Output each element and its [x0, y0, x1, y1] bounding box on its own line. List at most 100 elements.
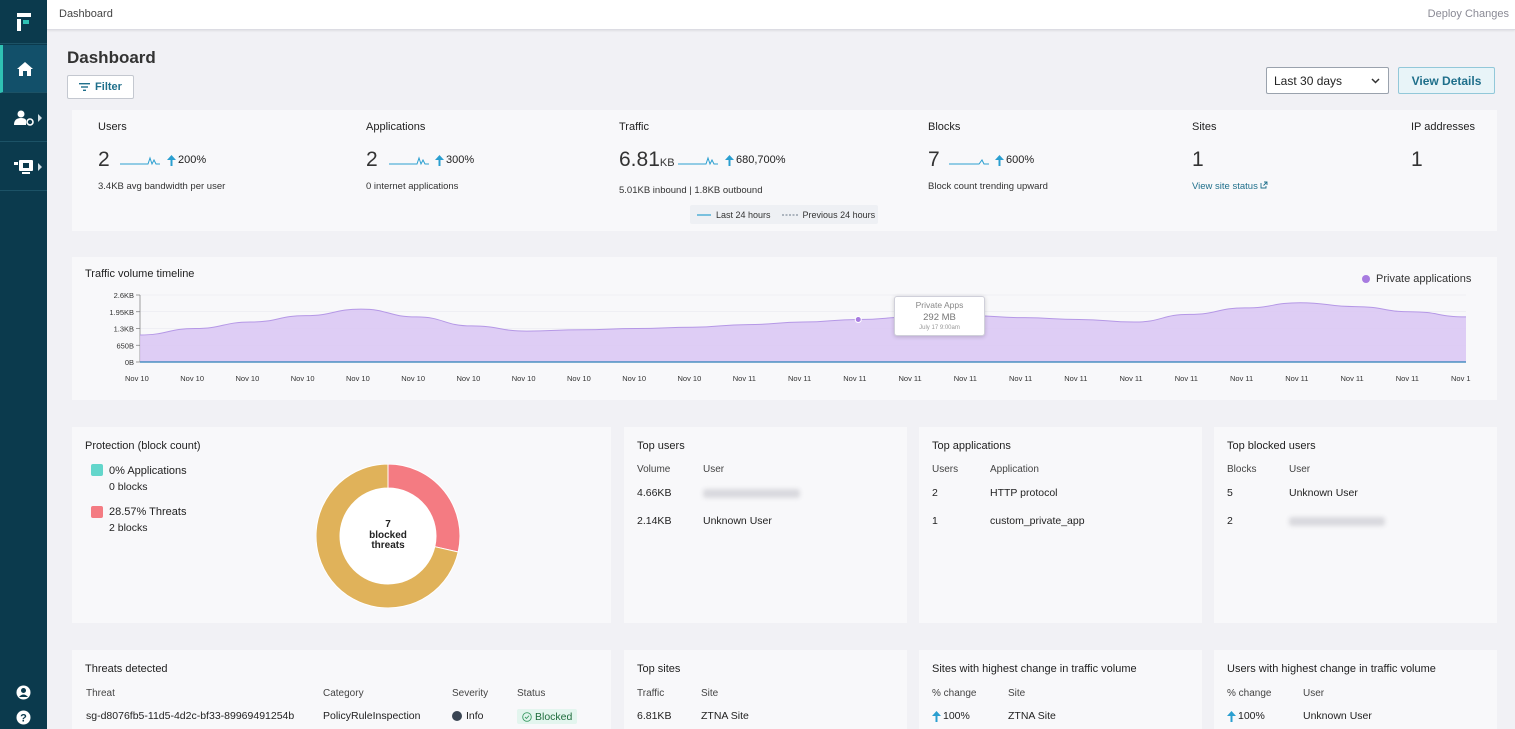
x-tick-label: Nov 11 — [1285, 374, 1308, 383]
top-sites-col-site: Site — [701, 688, 719, 699]
protection-apps-label: 0% Applications — [109, 465, 187, 477]
nav-users[interactable] — [0, 94, 47, 142]
kpi-apps-label: Applications — [366, 121, 426, 133]
kpi-blocks-label: Blocks — [928, 121, 961, 133]
users-change-card — [1214, 650, 1497, 729]
date-range-value: Last 30 days — [1274, 73, 1343, 88]
external-link-icon — [1261, 181, 1268, 189]
x-tick-label: Nov 10 — [346, 374, 370, 383]
top-blocked-col-user: User — [1289, 464, 1311, 475]
x-tick-label: Nov 10 — [180, 374, 204, 383]
y-tick-label: 650B — [116, 341, 134, 350]
top-users-col-volume: Volume — [637, 464, 671, 475]
top-apps-row2-app[interactable]: custom_private_app — [990, 515, 1085, 527]
users-sparkline — [120, 156, 160, 166]
help-icon: ? — [16, 710, 31, 725]
sidebar: ? — [0, 0, 47, 729]
brand-logo-icon — [16, 12, 31, 31]
check-circle-icon — [522, 711, 532, 722]
x-tick-label: Nov 10 — [567, 374, 591, 383]
top-blocked-row1-user[interactable]: Unknown User — [1289, 487, 1358, 499]
account-icon — [16, 685, 31, 700]
protection-donut-chart[interactable] — [316, 464, 460, 608]
threats-col-category: Category — [323, 688, 364, 699]
kpi-users-sub: 3.4KB avg bandwidth per user — [98, 181, 226, 192]
kpi-traffic-value: 6.81KB — [619, 148, 675, 172]
users-change-row-user[interactable]: Unknown User — [1303, 710, 1372, 722]
deploy-changes-button[interactable]: Deploy Changes — [1427, 8, 1509, 20]
kpi-blocks-change: 600% — [995, 154, 1034, 166]
breadcrumb[interactable]: Dashboard — [59, 8, 113, 20]
network-device-icon — [13, 159, 33, 174]
tooltip-date: July 17 9:00am — [919, 325, 960, 331]
donut-hole — [340, 488, 436, 584]
sites-change-card — [919, 650, 1202, 729]
status-label: Blocked — [535, 710, 573, 723]
threats-col-severity: Severity — [452, 688, 489, 699]
top-sites-title: Top sites — [637, 663, 681, 675]
logo[interactable] — [0, 0, 47, 44]
top-users-title: Top users — [637, 440, 685, 452]
top-blocked-col-blocks: Blocks — [1227, 464, 1257, 475]
x-tick-label: Nov 10 — [512, 374, 536, 383]
users-change-title: Users with highest change in traffic vol… — [1227, 663, 1436, 675]
nav-help[interactable]: ? — [0, 710, 47, 725]
traffic-timeline-chart[interactable]: 0B 650B 1.3KB 1.95KB 2.6KB Nov 10 Nov 10 Nov 10… — [100, 287, 1485, 387]
donut-count: 7 — [385, 519, 391, 530]
y-tick-label: 1.3KB — [114, 325, 134, 334]
top-users-row2-volume: 2.14KB — [637, 515, 672, 527]
kpi-blocks-sub: Block count trending upward — [928, 181, 1048, 192]
kpi-users-value: 2 — [98, 148, 110, 171]
chevron-down-icon — [1371, 78, 1380, 84]
top-users-row1-volume: 4.66KB — [637, 487, 672, 499]
apps-sparkline — [389, 156, 429, 166]
x-tick-label: Nov 11 — [1064, 374, 1087, 383]
users-change-col-user: User — [1303, 688, 1325, 699]
arrow-up-icon — [1227, 710, 1236, 722]
kpi-sites-label: Sites — [1192, 121, 1217, 133]
top-apps-title: Top applications — [932, 440, 1011, 452]
threats-col-status: Status — [517, 688, 546, 699]
sites-change-row-site[interactable]: ZTNA Site — [1008, 710, 1056, 722]
date-range-select[interactable]: Last 30 days — [1266, 67, 1389, 94]
kpi-ip-label: IP addresses — [1411, 121, 1476, 133]
nav-account[interactable] — [0, 685, 47, 700]
view-site-status-label: View site status — [1192, 181, 1258, 192]
x-tick-label: Nov 11 — [1341, 374, 1364, 383]
threat-category: PolicyRuleInspection — [323, 710, 421, 722]
kpi-traffic-pct: 680,700% — [736, 154, 786, 166]
severity-dot-icon — [452, 711, 462, 721]
donut-center-label: 7 blocked threats — [354, 519, 422, 552]
donut-line3: threats — [371, 540, 405, 551]
top-apps-row1-app[interactable]: HTTP protocol — [990, 487, 1058, 499]
traffic-sparkline — [678, 156, 718, 166]
top-blocked-title: Top blocked users — [1227, 440, 1316, 452]
top-sites-row-site[interactable]: ZTNA Site — [701, 710, 749, 722]
top-sites-row-traffic: 6.81KB — [637, 710, 672, 722]
users-change-pct-label: 100% — [1238, 710, 1265, 722]
threat-id[interactable]: sg-d8076fb5-11d5-4d2c-bf33-89969491254b — [86, 710, 295, 722]
view-details-button[interactable]: View Details — [1398, 67, 1495, 94]
kpi-apps-pct: 300% — [446, 154, 475, 166]
nav-network[interactable] — [0, 143, 47, 191]
filter-label: Filter — [95, 81, 122, 93]
threats-swatch — [91, 506, 103, 518]
y-tick-label: 0B — [125, 358, 134, 367]
legend-dot-icon — [1362, 275, 1370, 283]
top-bar: Dashboard Deploy Changes — [47, 0, 1515, 30]
x-tick-label: Nov 11 — [1009, 374, 1032, 383]
top-users-row2-user[interactable]: Unknown User — [703, 515, 772, 527]
top-sites-col-traffic: Traffic — [637, 688, 665, 699]
view-site-status-link[interactable]: View site status — [1192, 181, 1268, 192]
x-tick-label: Nov 10 — [457, 374, 481, 383]
x-tick-label: Nov 10 — [236, 374, 260, 383]
filter-button[interactable]: Filter — [67, 75, 134, 99]
timeline-legend: Private applications — [1362, 273, 1471, 285]
top-users-col-user: User — [703, 464, 725, 475]
x-tick-label: Nov 11 — [954, 374, 977, 383]
x-tick-label: Nov 10 — [622, 374, 646, 383]
hover-point — [854, 315, 862, 323]
redacted-username — [1289, 517, 1385, 526]
users-change-col-pct: % change — [1227, 688, 1272, 699]
nav-home[interactable] — [0, 45, 47, 93]
